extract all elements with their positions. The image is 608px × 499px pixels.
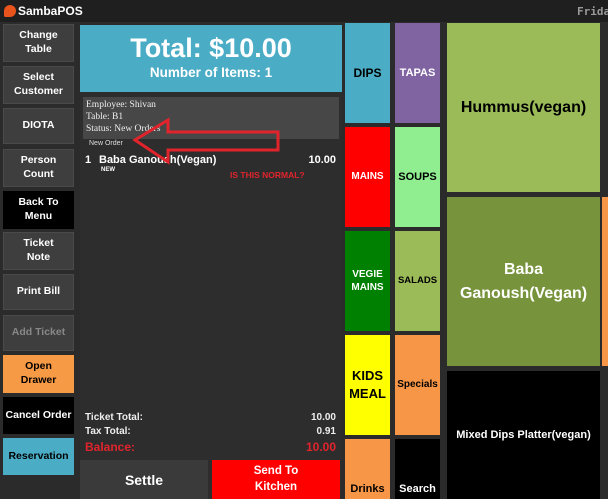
ticket-total: Total: $10.00 bbox=[130, 33, 292, 63]
product-baba-ganoush[interactable]: Baba Ganoush(Vegan) bbox=[447, 197, 600, 366]
items-count: Number of Items: 1 bbox=[149, 65, 273, 80]
ticket-total-row: Ticket Total: 10.00 bbox=[83, 412, 339, 426]
cancel-order-button[interactable]: Cancel Order bbox=[3, 397, 74, 434]
category-tapas[interactable]: TAPAS bbox=[395, 23, 440, 123]
balance-row: Balance: 10.00 bbox=[83, 440, 339, 454]
change-table-button[interactable]: Change Table bbox=[3, 24, 74, 62]
add-ticket-button[interactable]: Add Ticket bbox=[3, 315, 74, 351]
open-drawer-button[interactable]: Open Drawer bbox=[3, 355, 74, 393]
category-soups[interactable]: SOUPS bbox=[395, 127, 440, 227]
order-line[interactable]: 1 Baba Ganoush(Vegan) 10.00 NEW bbox=[83, 154, 339, 176]
diota-button[interactable]: DIOTA bbox=[3, 108, 74, 144]
new-badge: NEW bbox=[101, 167, 115, 173]
ticket-note-button[interactable]: Ticket Note bbox=[3, 232, 74, 270]
back-to-menu-button[interactable]: Back To Menu bbox=[3, 191, 74, 229]
order-quantity: 1 bbox=[85, 154, 92, 166]
ticket-total-value: 10.00 bbox=[310, 412, 336, 423]
title-bar: SambaPOS Friday bbox=[0, 0, 608, 22]
person-count-button[interactable]: Person Count bbox=[3, 149, 74, 187]
clock-label: Friday bbox=[577, 5, 608, 18]
reservation-button[interactable]: Reservation bbox=[3, 438, 74, 475]
next-product-edge[interactable] bbox=[602, 197, 608, 366]
print-bill-button[interactable]: Print Bill bbox=[3, 274, 74, 310]
category-mains[interactable]: MAINS bbox=[345, 127, 390, 227]
annotation-text: IS THIS NORMAL? bbox=[230, 170, 305, 180]
send-to-kitchen-button[interactable]: Send To Kitchen bbox=[212, 460, 340, 499]
order-tag: New Order bbox=[89, 140, 123, 147]
status-label: Status: New Orders bbox=[86, 124, 161, 134]
balance-value: 10.00 bbox=[305, 440, 336, 454]
category-specials[interactable]: Specials bbox=[395, 335, 440, 435]
order-name: Baba Ganoush(Vegan) bbox=[99, 154, 217, 166]
category-search[interactable]: Search bbox=[395, 439, 440, 499]
product-mixed-dips-platter[interactable]: Mixed Dips Platter(vegan) bbox=[447, 371, 600, 499]
ticket-total-header[interactable]: Total: $10.00 Number of Items: 1 bbox=[80, 25, 342, 92]
category-salads[interactable]: SALADS bbox=[395, 231, 440, 331]
category-dips[interactable]: DIPS bbox=[345, 23, 390, 123]
app-title: SambaPOS bbox=[18, 4, 83, 18]
order-price: 10.00 bbox=[308, 154, 336, 166]
category-drinks[interactable]: Drinks bbox=[345, 439, 390, 499]
tax-total-value: 0.91 bbox=[316, 426, 336, 437]
balance-label: Balance: bbox=[85, 440, 136, 454]
select-customer-button[interactable]: Select Customer bbox=[3, 66, 74, 104]
table-label: Table: B1 bbox=[86, 112, 124, 122]
category-vegie-mains[interactable]: VEGIE MAINS bbox=[345, 231, 390, 331]
category-kids-meal[interactable]: KIDS MEAL bbox=[345, 335, 390, 435]
tax-total-label: Tax Total: bbox=[85, 426, 131, 437]
ticket-total-label: Ticket Total: bbox=[85, 412, 143, 423]
settle-button[interactable]: Settle bbox=[80, 460, 208, 499]
tax-total-row: Tax Total: 0.91 bbox=[83, 426, 339, 440]
employee-label: Employee: Shivan bbox=[86, 100, 156, 110]
product-hummus[interactable]: Hummus(vegan) bbox=[447, 23, 600, 192]
ticket-panel: Total: $10.00 Number of Items: 1 Employe… bbox=[80, 25, 342, 499]
sambapos-logo-icon bbox=[4, 5, 16, 17]
